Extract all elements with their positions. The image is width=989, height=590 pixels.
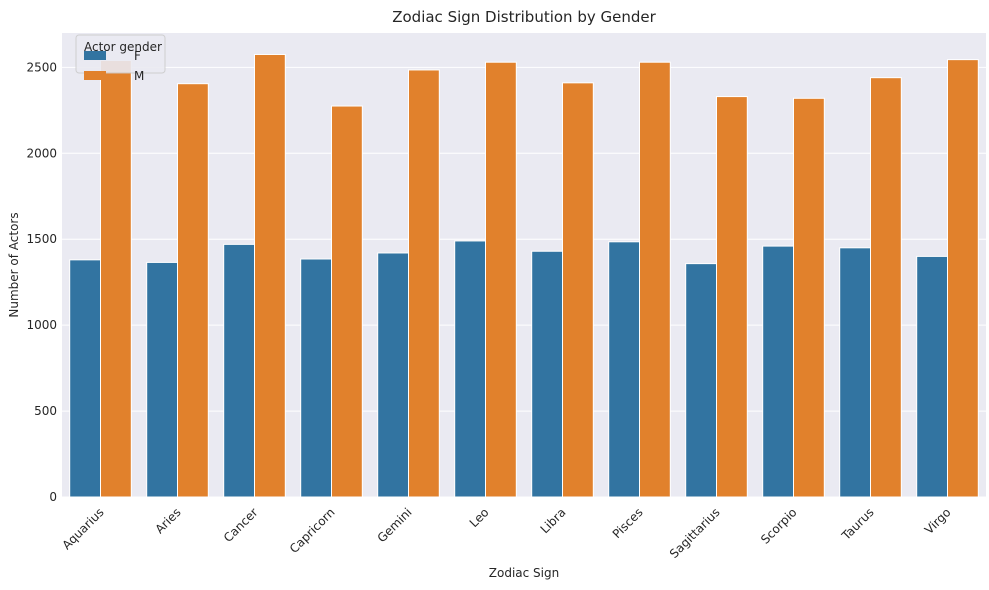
bar-f-gemini (377, 252, 410, 498)
bar-m-aquarius (100, 59, 132, 498)
legend-swatch-f (84, 51, 106, 60)
bar-f-cancer (223, 243, 255, 498)
bar-m-pisces (639, 61, 671, 498)
legend: Actor gender FM (75, 34, 166, 83)
bar-m-aries (177, 83, 209, 498)
bar-m-scorpio (793, 97, 825, 498)
x-tick-label: Cancer (221, 505, 261, 545)
x-tick-label: Virgo (922, 505, 954, 537)
legend-swatch-m (84, 71, 106, 80)
y-tick-label: 1000 (26, 318, 57, 332)
bars (69, 53, 979, 498)
x-tick-label: Capricorn (287, 505, 338, 556)
x-tick-label: Scorpio (758, 505, 800, 547)
x-tick-label: Taurus (838, 505, 876, 543)
bar-f-aries (146, 261, 178, 498)
x-axis-label: Zodiac Sign (489, 566, 559, 580)
x-tick-label: Sagittarius (667, 505, 723, 561)
legend-title: Actor gender (84, 40, 162, 54)
legend-label-m: M (134, 69, 144, 83)
y-tick-label: 500 (34, 404, 57, 418)
plot-area (62, 33, 986, 497)
y-axis-ticks: 0 500 1000 1500 2000 2500 (26, 60, 57, 504)
legend-label-f: F (134, 49, 141, 63)
y-tick-label: 2000 (26, 146, 57, 160)
bar-m-leo (485, 61, 517, 498)
y-axis-label: Number of Actors (7, 212, 21, 317)
bar-m-taurus (870, 77, 902, 498)
bar-f-capricorn (300, 258, 333, 498)
bar-m-sagittarius (716, 96, 748, 498)
bar-m-gemini (408, 69, 440, 498)
y-tick-label: 2500 (26, 60, 57, 74)
bar-f-sagittarius (685, 263, 718, 498)
gridlines (62, 66, 986, 498)
legend-box (75, 34, 166, 74)
bar-m-virgo (947, 59, 979, 498)
y-tick-label: 1500 (26, 232, 57, 246)
bar-f-virgo (916, 255, 949, 498)
bar-f-taurus (839, 247, 872, 498)
x-tick-label: Leo (467, 505, 492, 530)
bar-m-libra (562, 82, 594, 498)
bar-f-aquarius (69, 259, 101, 498)
x-tick-label: Gemini (375, 505, 415, 545)
bar-m-capricorn (331, 105, 363, 498)
chart-title: Zodiac Sign Distribution by Gender (392, 8, 656, 26)
bar-f-libra (531, 250, 564, 498)
x-tick-label: Aries (152, 505, 183, 536)
bar-f-pisces (608, 241, 641, 498)
x-tick-label: Aquarius (59, 505, 106, 552)
bar-m-cancer (254, 53, 286, 498)
x-tick-label: Pisces (610, 505, 646, 541)
x-axis-ticks: Aquarius Aries Cancer Capricorn Gemini Leo Lib… (59, 505, 953, 561)
bar-f-leo (454, 240, 487, 498)
y-tick-label: 0 (49, 490, 57, 504)
x-tick-label: Libra (538, 505, 569, 536)
bar-f-scorpio (762, 245, 795, 498)
